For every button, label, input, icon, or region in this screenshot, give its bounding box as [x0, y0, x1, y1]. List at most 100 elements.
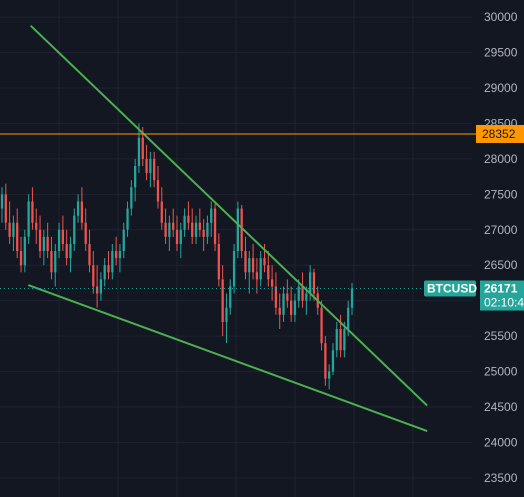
current-price-tag[interactable] [480, 280, 524, 311]
price-tick-label: 25000 [484, 365, 518, 379]
candle-body [244, 251, 247, 273]
candle-body [111, 251, 114, 273]
candle-body [347, 307, 350, 329]
candle-countdown-label: 02:10:4 [484, 296, 524, 310]
candle-body [217, 243, 220, 280]
candle-body [134, 166, 137, 188]
price-tick-label: 24500 [484, 400, 518, 414]
price-tick-label: 28000 [484, 152, 518, 166]
candle-body [122, 229, 125, 252]
candle-body [168, 222, 171, 237]
candle-body [240, 208, 243, 252]
candle-body [130, 187, 133, 209]
candle-body [31, 201, 34, 223]
candle-body [286, 293, 289, 301]
candle-body [191, 222, 194, 237]
candle-body [324, 343, 327, 379]
candle-body [46, 236, 49, 252]
price-tick-label: 23500 [484, 471, 518, 485]
candle-body [160, 201, 163, 223]
horizontal-levels[interactable] [0, 133, 484, 290]
candle-body [335, 329, 338, 351]
candle-body [38, 229, 42, 252]
candle-body [282, 293, 285, 315]
trendline-descending-support[interactable] [27, 284, 428, 432]
candle-body [16, 222, 19, 252]
price-tick-label: 27000 [484, 223, 518, 237]
price-axis[interactable]: 2350024000245002500025500260002650027000… [424, 10, 524, 485]
candle-body [229, 286, 232, 308]
candle-body [114, 251, 118, 259]
candle-body [350, 288, 354, 308]
candle-body [69, 243, 72, 259]
candle-body [206, 222, 209, 237]
candle-body [289, 300, 293, 315]
candle-body [65, 243, 68, 259]
price-tick-label: 26500 [484, 258, 518, 272]
candle-body [248, 258, 251, 273]
candle-body [343, 329, 346, 351]
candle-body [57, 229, 61, 252]
candle-body [4, 194, 7, 223]
trendlines[interactable] [27, 24, 428, 432]
candle-body [210, 208, 213, 223]
candle-body [88, 243, 91, 266]
trendline-descending-resistance[interactable] [29, 24, 428, 407]
candle-body [84, 222, 87, 244]
candle-body [27, 201, 30, 237]
price-tick-label: 25500 [484, 329, 518, 343]
symbol-tag-label: BTCUSD [427, 282, 477, 296]
candle-body [221, 279, 224, 322]
price-tick-label: 24000 [484, 435, 518, 449]
candle-body [309, 272, 312, 294]
candle-body [149, 158, 152, 174]
candle-body [145, 158, 148, 174]
candle-body [236, 208, 240, 252]
resistance-price-tag[interactable] [476, 124, 524, 143]
candle-body [305, 293, 308, 301]
candle-body [35, 222, 38, 230]
candle-body [194, 222, 198, 237]
candle-body [107, 265, 110, 273]
candle-body [42, 236, 45, 252]
candle-body [202, 229, 205, 237]
candle-body [103, 265, 106, 280]
candle-body [156, 180, 160, 202]
candle-body [255, 272, 259, 280]
candle-body [179, 229, 182, 244]
candle-body [232, 251, 236, 287]
candle-body [259, 258, 262, 280]
candle-body [50, 251, 53, 273]
candle-body [19, 251, 23, 266]
candle-body [76, 201, 80, 216]
candle-body [92, 265, 95, 287]
candle-body [267, 265, 270, 280]
candle-body [225, 307, 228, 322]
candle-body [331, 350, 335, 372]
candle-body [270, 279, 274, 287]
candle-body [61, 229, 65, 244]
candle-body [263, 258, 266, 266]
candle-body [301, 286, 304, 301]
candle-body [8, 222, 11, 237]
resistance-price-label: 28352 [482, 127, 516, 141]
candle-body [251, 258, 255, 273]
current-price-label: 26171 [484, 282, 518, 296]
candle-body [164, 222, 167, 237]
candle-body [172, 222, 175, 230]
symbol-tag[interactable] [424, 280, 476, 297]
candle-body [137, 137, 141, 166]
candle-body [80, 201, 84, 223]
price-tick-label: 29500 [484, 46, 518, 60]
price-tick-label: 30000 [484, 10, 518, 24]
candle-body [339, 329, 342, 351]
price-tick-label: 27500 [484, 187, 518, 201]
candle-body [153, 158, 156, 181]
candle-body [95, 286, 99, 294]
candle-body [141, 137, 144, 159]
candle-body [278, 307, 281, 315]
candle-body [274, 286, 278, 308]
price-tick-label: 29000 [484, 81, 518, 95]
candle-body [0, 194, 4, 209]
